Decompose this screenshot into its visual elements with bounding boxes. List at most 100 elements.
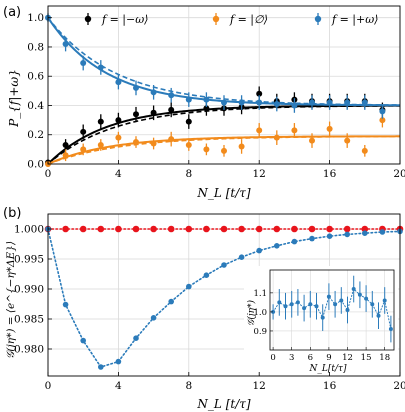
data-point-red	[97, 225, 105, 233]
x-tick-label: 0	[45, 380, 52, 392]
data-point-blue	[361, 99, 368, 106]
inset-background	[244, 266, 398, 372]
x-tick-label: 8	[185, 380, 192, 392]
data-point-orange	[221, 147, 227, 154]
data-point-blue	[326, 233, 333, 239]
data-point-black	[256, 90, 263, 97]
chart-a-ylabel-text: P_{f|+ω}	[7, 69, 21, 128]
data-point-red	[150, 225, 157, 233]
x-tick-label: 20	[393, 168, 405, 180]
data-point-black	[97, 118, 104, 125]
chart-b-ylabel: 𝒢(jη*) = ⟨e^{−η*ΔE}⟩	[5, 241, 17, 359]
inset-data-point	[388, 327, 393, 332]
inset-data-point	[320, 315, 325, 320]
data-point-red	[132, 225, 140, 233]
y-tick-label: 0.985	[14, 314, 44, 326]
x-tick-label: 16	[323, 380, 337, 392]
data-point-red	[326, 225, 333, 233]
y-tick-label: 0.2	[27, 129, 44, 141]
data-point-blue	[98, 364, 104, 370]
data-point-blue	[362, 230, 368, 236]
data-point-blue	[238, 99, 245, 106]
legend-marker	[84, 15, 92, 23]
data-point-blue	[150, 315, 157, 321]
data-point-orange	[273, 134, 280, 141]
data-point-blue	[80, 60, 87, 67]
chart-b-inset: 0 3 6 9 12 15 18 0.9 1.0 1.1	[244, 266, 398, 372]
data-point-red	[62, 225, 69, 233]
chart-a-xlabel: N_L [t/τ]	[196, 186, 250, 200]
inset-frame	[269, 269, 395, 351]
y-tick-label: 0.995	[14, 254, 44, 266]
data-point-orange	[309, 137, 315, 144]
data-point-blue	[80, 337, 86, 344]
inset-x-tick-label: 3	[289, 353, 294, 363]
data-point-blue	[168, 92, 175, 99]
data-point-orange	[115, 134, 122, 141]
data-point-red	[238, 225, 245, 233]
x-tick-label: 0	[45, 168, 52, 180]
data-point-orange	[62, 152, 69, 159]
panel-label-a: (a)	[3, 5, 21, 20]
data-point-orange	[97, 141, 104, 148]
inset-data-point	[326, 294, 331, 299]
data-point-blue	[150, 89, 157, 96]
data-point-blue	[62, 301, 69, 308]
data-point-orange	[168, 136, 175, 143]
inset-data-point	[283, 304, 288, 309]
data-point-orange	[344, 137, 351, 144]
data-point-orange	[326, 125, 333, 132]
y-tick-label: 0.4	[27, 100, 44, 112]
inset-xlabel: N_L[t/τ]	[308, 364, 346, 374]
fit-curve-orange-solid	[47, 135, 400, 165]
data-point-blue	[256, 247, 263, 254]
legend-marker	[314, 15, 322, 23]
legend-label: f = |−ω⟩	[101, 13, 148, 27]
data-point-blue	[238, 254, 245, 260]
inset-data-point	[345, 308, 350, 312]
data-point-orange	[133, 139, 139, 146]
data-point-orange	[80, 146, 87, 153]
legend-label: f = |∅⟩	[229, 13, 268, 27]
inset-data-point	[277, 300, 282, 305]
x-tick-label: 16	[323, 168, 337, 180]
data-point-orange	[150, 140, 157, 147]
x-tick-label: 8	[185, 168, 192, 180]
data-point-blue	[221, 99, 227, 106]
data-point-blue	[97, 64, 104, 71]
y-tick-label: 0.6	[27, 71, 44, 83]
data-point-blue	[291, 102, 298, 109]
data-point-blue	[256, 99, 263, 106]
data-point-black	[80, 128, 87, 135]
legend-label: f = |+ω⟩	[331, 13, 378, 27]
data-point-blue	[185, 96, 192, 103]
data-point-blue	[203, 96, 210, 103]
data-point-blue	[344, 231, 351, 238]
panel-label-b: (b)	[3, 206, 21, 221]
data-point-black	[133, 111, 139, 118]
data-point-orange	[379, 117, 386, 124]
inset-ylabel: 𝒢(jη*)	[246, 299, 257, 326]
data-point-red	[115, 225, 122, 233]
data-point-orange	[185, 141, 192, 148]
y-tick-label: 1.0	[27, 12, 44, 24]
x-tick-label: 4	[115, 168, 122, 180]
inset-data-point	[271, 309, 276, 314]
data-point-blue	[291, 238, 298, 245]
data-point-black	[168, 106, 175, 113]
inset-data-point	[295, 300, 300, 305]
data-point-black	[203, 105, 210, 112]
data-point-blue	[273, 101, 280, 108]
y-tick-label: 0.990	[14, 284, 44, 296]
data-point-black	[115, 117, 122, 124]
data-point-orange	[238, 143, 245, 150]
data-point-red	[308, 225, 316, 233]
data-point-blue	[133, 84, 139, 91]
data-point-blue	[133, 335, 139, 342]
inset-data-point	[376, 313, 381, 318]
data-point-blue	[115, 79, 122, 86]
x-tick-label: 12	[253, 168, 266, 180]
data-point-red	[255, 225, 263, 233]
inset-x-tick-label: 12	[342, 353, 353, 363]
